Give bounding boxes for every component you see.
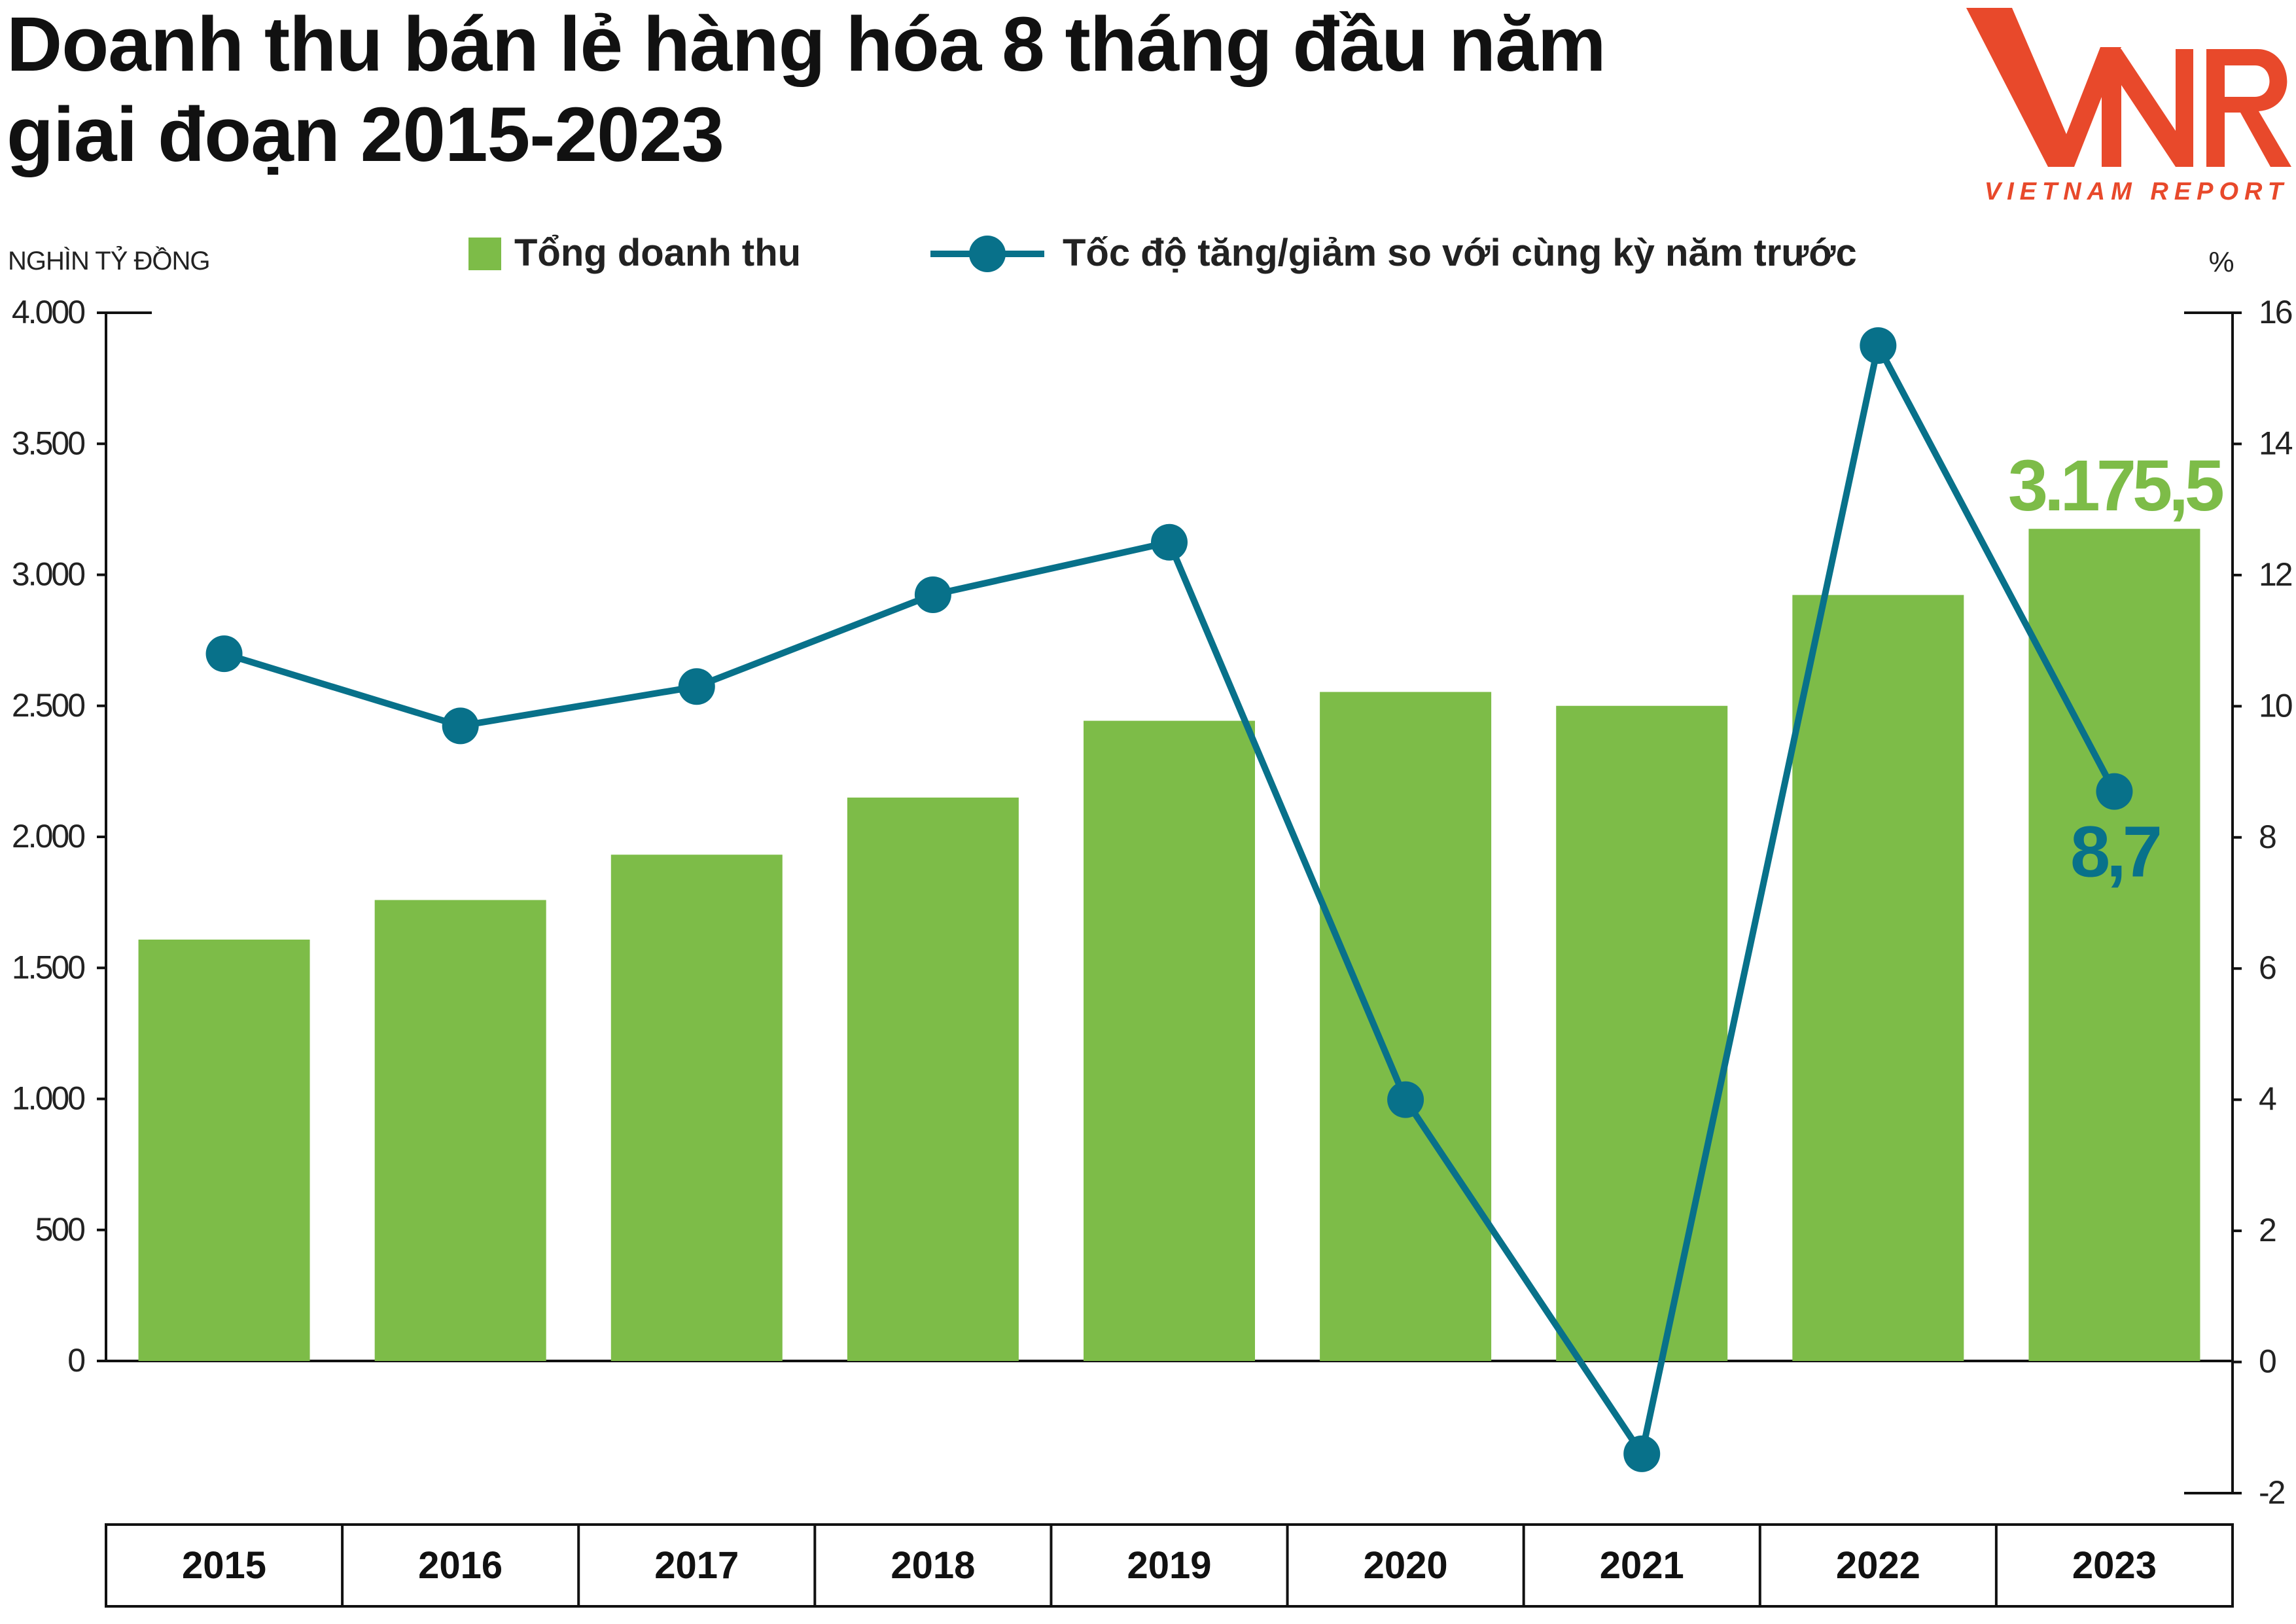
x-tick-label-2021: 2021 <box>1600 1544 1684 1587</box>
y-left-tick-label: 2.000 <box>12 818 84 855</box>
growth-point-2019 <box>1151 523 1188 561</box>
growth-point-2015 <box>205 635 243 673</box>
bar-2023 <box>2028 529 2200 1361</box>
y-right-tick-label: -2 <box>2259 1474 2285 1511</box>
y-left-tick-label: 4.000 <box>12 294 84 330</box>
x-tick-label-2018: 2018 <box>891 1544 975 1587</box>
vnr-logo: VIETNAM REPORT <box>1966 8 2291 205</box>
growth-point-2023 <box>2096 773 2133 810</box>
logo-v-shape <box>1966 8 2121 167</box>
bar-2022 <box>1792 595 1964 1361</box>
x-tick-label-2023: 2023 <box>2072 1544 2157 1587</box>
x-tick-label-2022: 2022 <box>1836 1544 1920 1587</box>
line-data-label: 8,7 <box>2070 812 2160 892</box>
y-right-tick-label: 10 <box>2259 687 2292 724</box>
bar-2021 <box>1556 705 1728 1361</box>
bar-2019 <box>1084 720 1255 1361</box>
y-right-tick-label: 0 <box>2259 1343 2276 1380</box>
y-left-tick-label: 1.000 <box>12 1080 84 1117</box>
y-left-unit-label: NGHÌN TỶ ĐỒNG <box>8 245 210 275</box>
logo-n-shape <box>2102 49 2193 167</box>
y-right-tick-label: 16 <box>2259 294 2292 330</box>
bar-2015 <box>138 939 310 1361</box>
growth-point-2017 <box>678 668 715 705</box>
y-left-tick-label: 0 <box>67 1342 84 1379</box>
logo-r-shape <box>2206 49 2291 167</box>
bar-data-label: 3.175,5 <box>2008 446 2223 526</box>
bar-2016 <box>374 900 546 1361</box>
y-left-tick-label: 3.000 <box>12 556 84 593</box>
x-tick-label-2017: 2017 <box>654 1544 739 1587</box>
y-right-tick-label: 8 <box>2259 819 2276 855</box>
growth-point-2018 <box>914 576 951 613</box>
bar-2017 <box>610 855 783 1361</box>
label-layer: 3.175,5 8,7 <box>2008 446 2227 892</box>
bar-2020 <box>1320 692 1492 1361</box>
chart-title-line-1: Doanh thu bán lẻ hàng hóa 8 tháng đầu nă… <box>7 1 1606 88</box>
legend-swatch-point <box>969 236 1006 272</box>
growth-point-2022 <box>1860 327 1897 364</box>
y-right-tick-label: 12 <box>2259 556 2292 593</box>
growth-point-2016 <box>442 707 479 745</box>
y-right-tick-label: 14 <box>2259 425 2293 461</box>
y-left-tick-label: 1.500 <box>12 949 84 985</box>
y-left-tick-label: 3.500 <box>12 425 84 461</box>
year-table: 2015 2016 2017 2018 2019 2020 2021 2022 2023 <box>105 1523 2234 1608</box>
y-left-tick-label: 500 <box>35 1211 85 1248</box>
year-table-border <box>105 1523 2234 1608</box>
logo-caption: VIETNAM REPORT <box>1985 178 2289 205</box>
y-right-tick-label: 6 <box>2259 949 2276 986</box>
y-right-tick-label: 2 <box>2259 1212 2276 1248</box>
x-tick-label-2019: 2019 <box>1127 1544 1211 1587</box>
line-series <box>205 327 2133 1472</box>
x-tick-label-2020: 2020 <box>1364 1544 1448 1587</box>
x-tick-label-2015: 2015 <box>182 1544 266 1587</box>
legend-label-bar: Tổng doanh thu <box>514 232 801 274</box>
growth-point-2020 <box>1387 1081 1424 1118</box>
y-right-unit-label: % <box>2208 246 2234 278</box>
chart-title-line-2: giai đoạn 2015-2023 <box>7 92 724 178</box>
legend: Tổng doanh thu Tốc độ tăng/giảm so với cù… <box>468 232 1857 274</box>
legend-label-line: Tốc độ tăng/giảm so với cùng kỳ năm trướ… <box>1063 232 1857 274</box>
bar-2018 <box>847 797 1019 1361</box>
y-right-tick-label: 4 <box>2259 1081 2276 1118</box>
growth-point-2021 <box>1623 1435 1661 1472</box>
x-tick-label-2016: 2016 <box>418 1544 503 1587</box>
legend-swatch-bar <box>468 238 501 270</box>
bar-series <box>138 529 2200 1361</box>
y-left-tick-label: 2.500 <box>12 687 84 724</box>
